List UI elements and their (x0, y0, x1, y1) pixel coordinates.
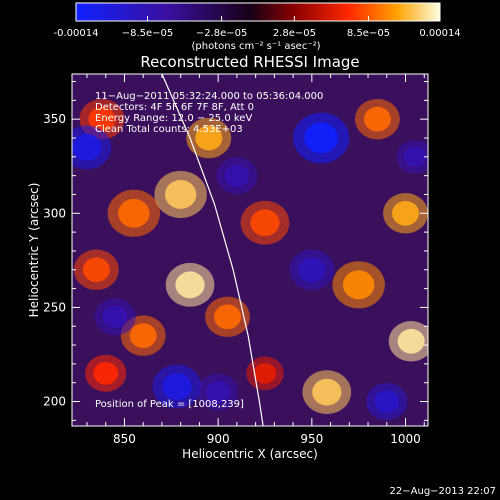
colorbar-tick-label: 0.00014 (419, 28, 460, 39)
x-tick-label: 850 (113, 432, 136, 446)
heatmap-blob-core (175, 271, 205, 299)
plot-area: 11−Aug−2011 05:32:24.000 to 05:36:04.000… (71, 73, 429, 427)
info-line: Energy Range: 12.0 − 25.0 keV (95, 113, 252, 124)
heatmap-blob-core (205, 380, 231, 404)
heatmap-blob-core (129, 323, 157, 349)
colorbar-tick-label: 8.5e−05 (347, 28, 390, 39)
heatmap-blobs (72, 98, 428, 421)
heatmap-blob-core (304, 122, 339, 154)
heatmap-blob-core (342, 270, 375, 300)
heatmap-blob-core (195, 125, 223, 151)
heatmap-blob-core (72, 134, 102, 161)
info-line: 11−Aug−2011 05:32:24.000 to 05:36:04.000 (95, 91, 323, 102)
colorbar-tick-label: 2.8e−05 (273, 28, 316, 39)
info-text: 11−Aug−2011 05:32:24.000 to 05:36:04.000… (95, 91, 323, 135)
heatmap-blob-core (214, 304, 242, 330)
heatmap-blob-core (392, 200, 420, 226)
x-tick-label: 900 (207, 432, 230, 446)
heatmap-blob-core (363, 106, 391, 132)
peak-position-label: Position of Peak = [1008,239] (95, 399, 244, 410)
heatmap-blob-core (312, 378, 342, 406)
x-axis-label: Heliocentric X (arcsec) (182, 447, 318, 461)
heatmap-blob-core (397, 328, 425, 354)
y-tick-label: 250 (43, 300, 66, 314)
solar-limb (161, 74, 264, 426)
y-axis-label: Heliocentric Y (arcsec) (27, 183, 41, 318)
heatmap-blob-core (93, 361, 119, 385)
plot-frame (71, 73, 429, 427)
heatmap-blob-core (374, 390, 400, 413)
chart-title: Reconstructed RHESSI Image (140, 53, 359, 71)
heatmap-blob-core (118, 198, 150, 228)
info-line: Detectors: 4F 5F 6F 7F 8F, Att 0 (95, 102, 254, 113)
colorbar-tick-label: -0.00014 (54, 28, 99, 39)
colorbar-unit-label: (photons cm⁻² s⁻¹ asec⁻²) (191, 41, 320, 52)
heatmap-blob-core (403, 146, 427, 168)
axes: 850 900 950 1000 200 250 300 350 (43, 74, 428, 446)
colorbar: -0.00014 −8.5e−05 −2.8e−05 2.8e−05 8.5e−05 0.… (54, 2, 461, 52)
heatmap-blob-core (224, 164, 250, 187)
y-tick-label: 200 (43, 395, 66, 409)
heatmap-blob-core (82, 257, 110, 283)
y-tick-label: 300 (43, 206, 66, 220)
heatmap-blob-core (102, 305, 128, 329)
heatmap-blob-core (253, 362, 277, 384)
colorbar-tick-label: −8.5e−05 (122, 28, 174, 39)
date-stamp: 22−Aug−2013 22:07 (390, 486, 496, 497)
heatmap-blob-core (298, 257, 326, 283)
colorbar-tick-label: −2.8e−05 (196, 28, 248, 39)
heatmap-blob-core (162, 373, 192, 400)
heatmap-blob-core (250, 209, 280, 237)
colorbar-gradient (75, 2, 441, 22)
info-line: Clean Total counts: 4.53E+03 (95, 124, 243, 135)
heatmap-blob-core (88, 106, 116, 132)
heatmap-blob-core (164, 180, 197, 209)
x-tick-label: 950 (300, 432, 323, 446)
colorbar-ticks: -0.00014 −8.5e−05 −2.8e−05 2.8e−05 8.5e−05 0.… (54, 16, 461, 39)
x-tick-label: 1000 (390, 432, 421, 446)
y-tick-label: 350 (43, 112, 66, 126)
